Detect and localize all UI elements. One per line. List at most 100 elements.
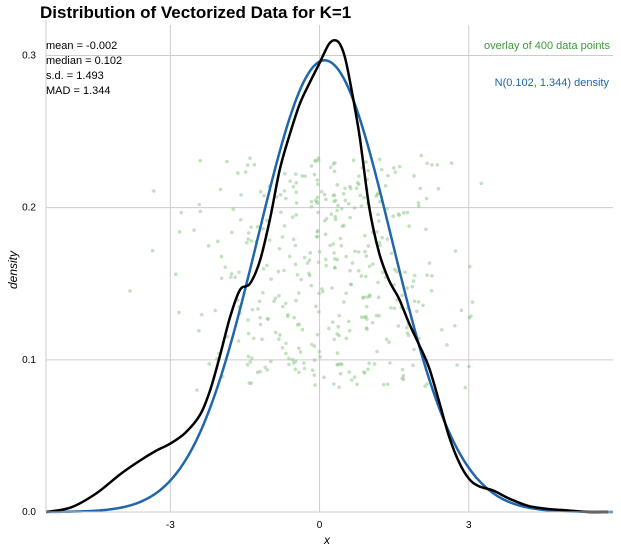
data-point xyxy=(380,235,385,240)
data-point xyxy=(284,341,288,346)
data-point xyxy=(332,199,336,204)
data-point xyxy=(294,298,298,303)
chart-title: Distribution of Vectorized Data for K=1 xyxy=(40,3,351,22)
data-point xyxy=(352,206,357,210)
data-point xyxy=(245,163,250,167)
data-point xyxy=(290,215,295,219)
data-point xyxy=(349,378,354,382)
data-point xyxy=(374,194,378,198)
data-point xyxy=(320,289,325,294)
x-tick-label: 0 xyxy=(317,520,323,531)
data-point xyxy=(342,300,346,304)
data-point xyxy=(372,362,377,366)
data-point xyxy=(300,174,304,178)
data-point xyxy=(268,238,272,242)
data-point xyxy=(391,166,396,170)
data-point xyxy=(206,243,211,248)
data-point xyxy=(261,267,266,271)
normal-annotation: N(0.102, 1.344) density xyxy=(495,77,610,89)
data-point xyxy=(403,270,407,274)
data-point xyxy=(348,268,352,273)
data-point xyxy=(332,337,337,342)
data-point xyxy=(405,325,409,330)
data-point xyxy=(332,382,336,386)
data-point xyxy=(416,300,421,304)
data-point xyxy=(293,243,298,248)
data-point xyxy=(349,282,354,287)
data-point xyxy=(339,243,344,248)
data-point xyxy=(383,184,388,188)
data-point xyxy=(324,197,328,202)
data-point xyxy=(261,226,265,231)
data-point xyxy=(197,202,202,207)
data-point xyxy=(354,186,359,191)
data-point xyxy=(338,362,343,366)
data-point xyxy=(376,212,380,217)
data-point xyxy=(284,351,288,356)
data-point xyxy=(335,362,340,367)
data-point xyxy=(364,326,369,330)
data-point xyxy=(424,196,429,201)
data-point xyxy=(386,173,390,178)
data-point xyxy=(269,359,273,364)
data-point xyxy=(314,304,318,309)
kde-density-curve xyxy=(45,38,609,514)
data-point xyxy=(282,224,287,228)
data-point xyxy=(400,367,405,372)
data-point xyxy=(333,214,338,219)
data-point xyxy=(277,337,281,341)
y-axis-label: density xyxy=(6,250,20,289)
data-point xyxy=(374,313,379,318)
data-point xyxy=(387,340,391,344)
data-point xyxy=(197,328,201,333)
data-point xyxy=(294,181,299,185)
data-point xyxy=(312,172,317,177)
data-point xyxy=(359,274,364,278)
data-point xyxy=(248,156,252,160)
data-point xyxy=(407,224,411,228)
data-point xyxy=(379,167,384,172)
data-point xyxy=(255,370,260,375)
data-point xyxy=(302,366,307,371)
data-point xyxy=(297,370,301,375)
data-point xyxy=(310,368,315,373)
data-point xyxy=(314,234,319,239)
data-point xyxy=(467,264,472,269)
data-point xyxy=(430,163,434,167)
data-point xyxy=(377,313,381,318)
data-point xyxy=(258,315,263,320)
data-point xyxy=(293,262,298,267)
data-point xyxy=(377,157,382,162)
data-point xyxy=(258,322,263,327)
data-point xyxy=(288,179,292,183)
data-point xyxy=(291,237,296,242)
data-point xyxy=(315,195,320,200)
data-point xyxy=(380,270,385,275)
data-point xyxy=(392,306,397,311)
data-point xyxy=(297,291,301,295)
data-point xyxy=(423,384,427,389)
data-point xyxy=(385,237,390,241)
data-point xyxy=(396,324,401,328)
data-point xyxy=(459,308,464,313)
data-point xyxy=(421,303,425,308)
data-point xyxy=(280,304,285,309)
data-point xyxy=(352,375,357,379)
data-point xyxy=(294,190,298,194)
data-point xyxy=(192,228,196,232)
data-point xyxy=(389,251,394,256)
data-point xyxy=(317,291,321,295)
data-point xyxy=(388,361,392,365)
data-point xyxy=(316,156,321,160)
data-point xyxy=(347,328,352,333)
data-point xyxy=(452,324,457,328)
data-point xyxy=(436,186,441,191)
data-point xyxy=(344,254,348,259)
data-point xyxy=(231,207,236,211)
data-point xyxy=(298,350,303,354)
data-point xyxy=(330,320,335,324)
data-point xyxy=(338,236,343,241)
data-point xyxy=(280,345,285,350)
data-point xyxy=(348,215,352,220)
data-point xyxy=(449,161,454,165)
